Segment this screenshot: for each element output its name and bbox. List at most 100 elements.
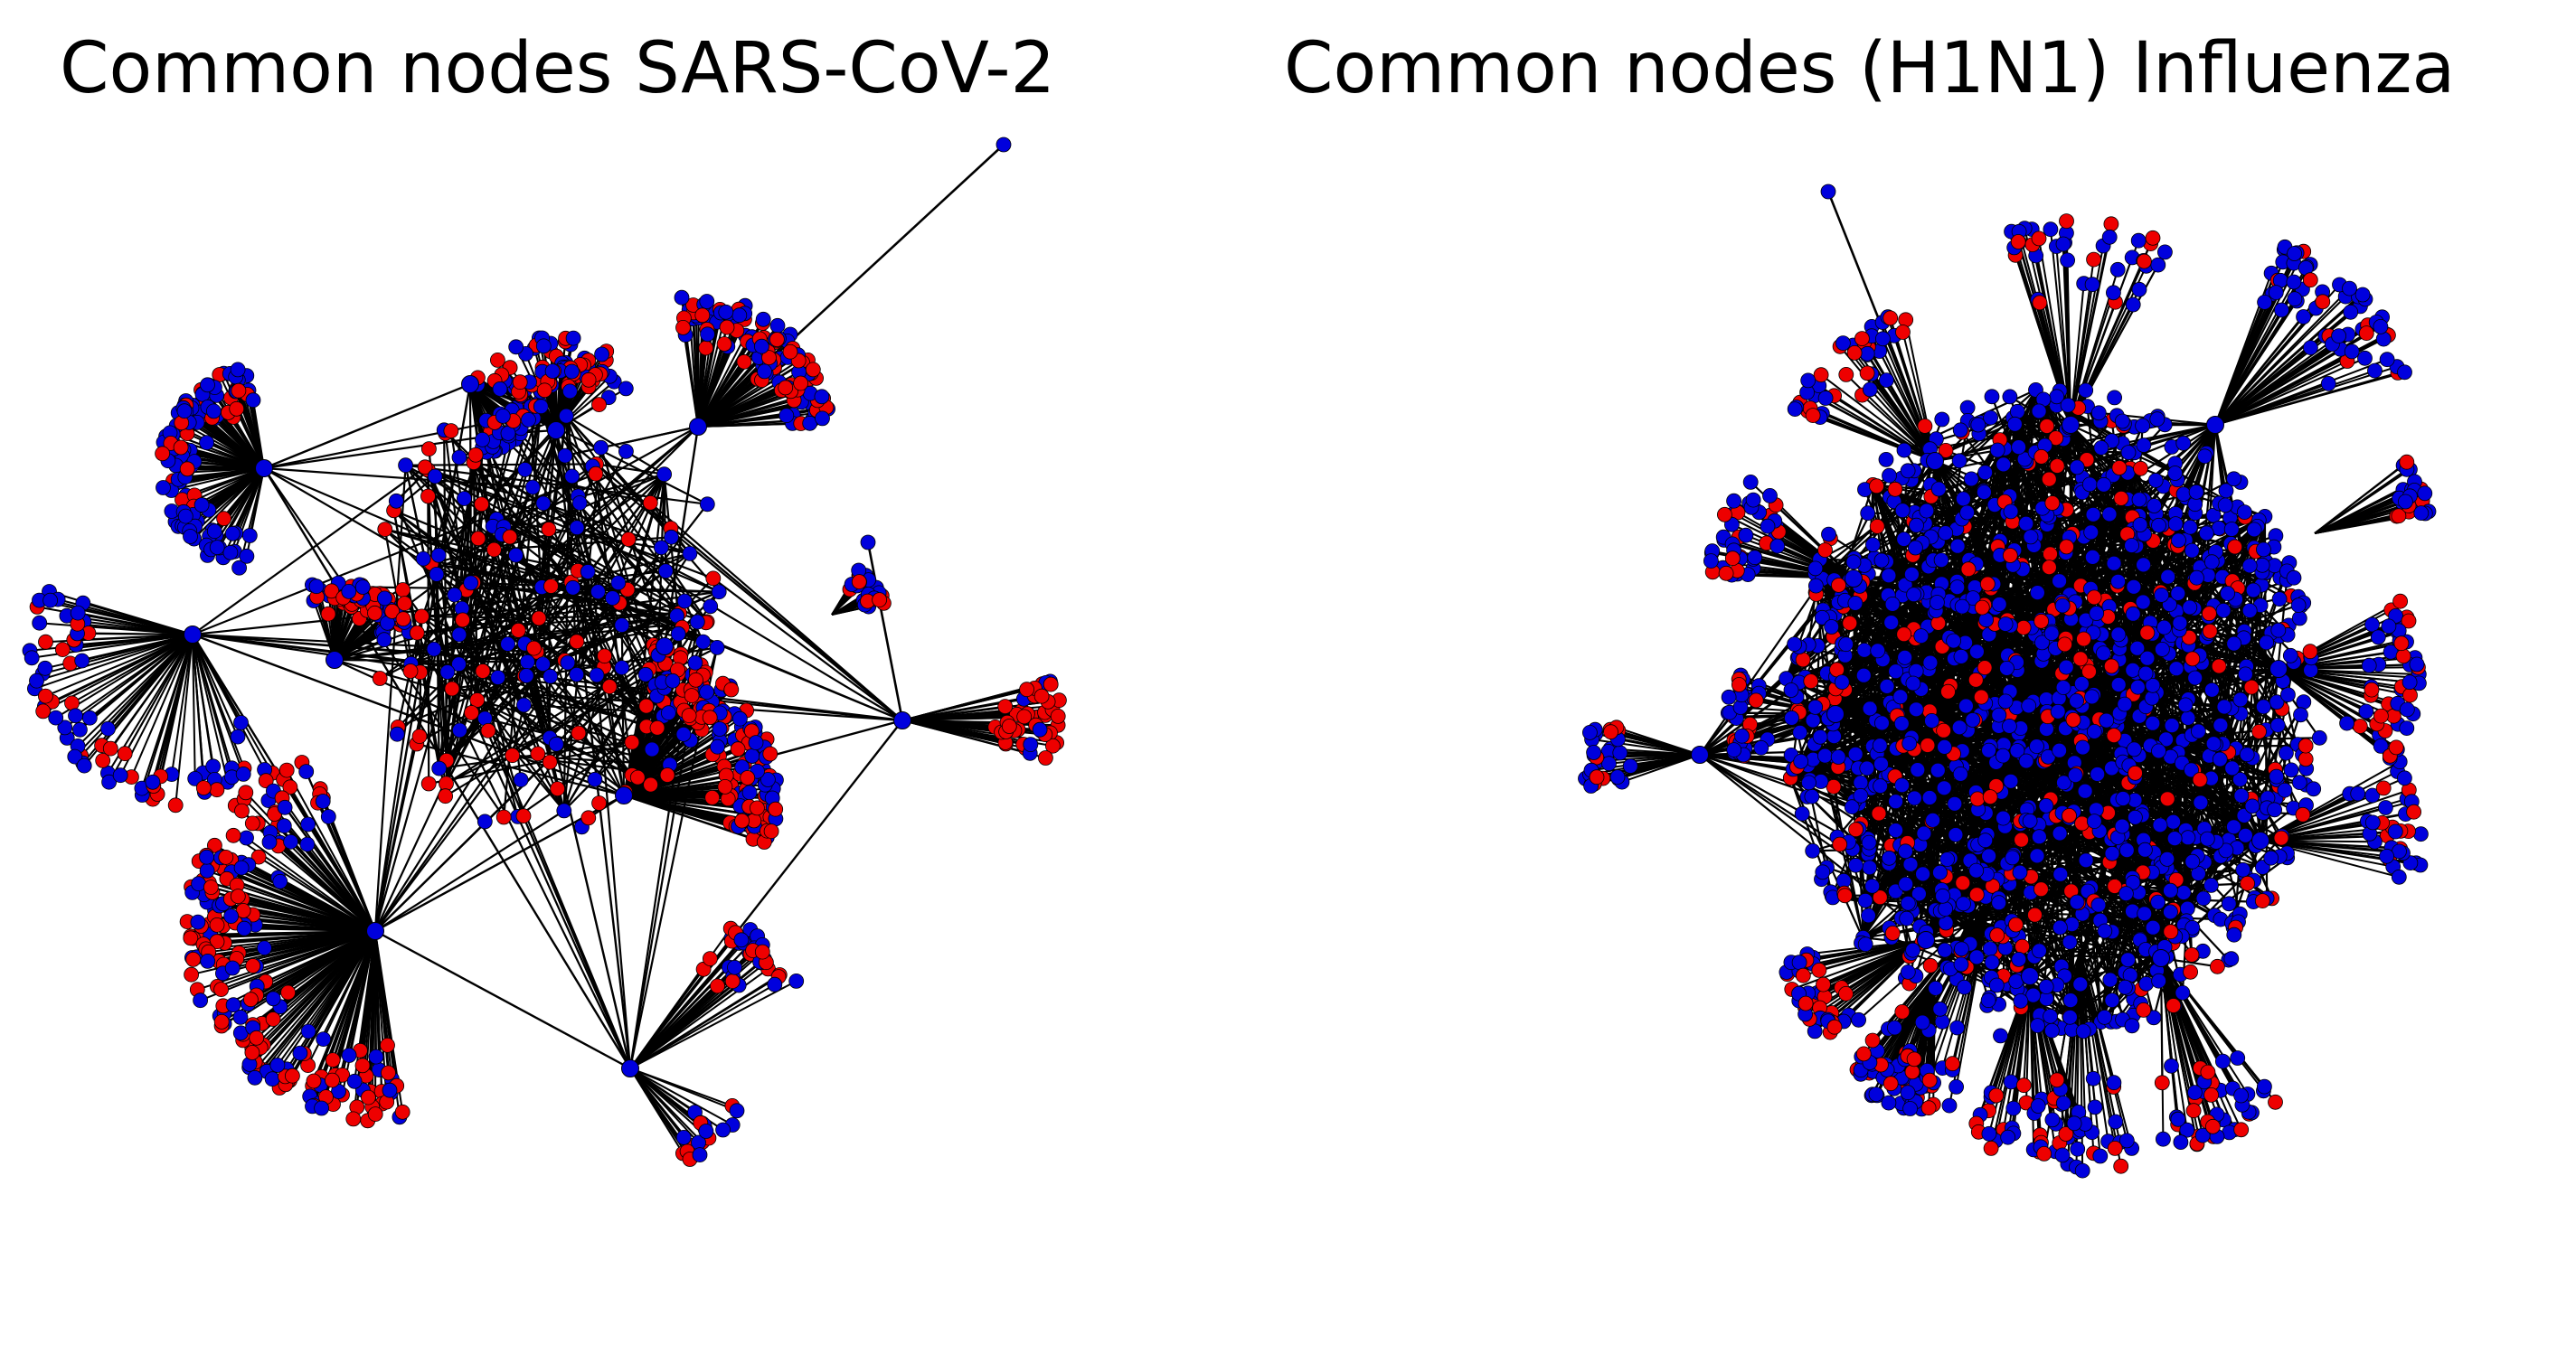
node-red	[218, 850, 234, 865]
node-blue	[520, 654, 535, 670]
graph-edge	[629, 1068, 733, 1126]
node-blue	[2286, 274, 2302, 290]
node-red	[2154, 1075, 2170, 1091]
hub-node	[255, 459, 273, 477]
node-red	[754, 944, 770, 960]
node-red	[1038, 750, 1053, 766]
node-blue	[755, 311, 771, 327]
hub-node	[656, 637, 674, 655]
node-blue	[656, 466, 672, 483]
graph-edge	[629, 935, 759, 1069]
node-blue	[1981, 1125, 1997, 1142]
node-red	[716, 336, 732, 352]
node-red	[569, 634, 585, 650]
node-red	[997, 699, 1014, 714]
node-red	[464, 705, 479, 720]
node-red	[736, 353, 752, 370]
node-red	[420, 488, 436, 504]
node-red	[245, 958, 261, 974]
node-red	[872, 592, 887, 607]
node-blue	[233, 715, 249, 730]
panel-sars-cov-2: Common nodes SARS-CoV-2	[0, 0, 1266, 1364]
node-red	[250, 849, 267, 865]
node-blue	[76, 757, 92, 774]
node-blue	[2370, 629, 2386, 645]
node-blue	[477, 814, 493, 830]
node-red	[185, 952, 202, 967]
node-red	[629, 769, 646, 785]
node-red	[420, 441, 437, 457]
node-red	[320, 606, 336, 622]
node-blue	[112, 767, 128, 784]
node-red	[231, 382, 247, 399]
node-blue	[298, 764, 315, 779]
hub-node	[547, 421, 565, 439]
node-red	[1589, 769, 1605, 785]
graph-edge	[248, 863, 376, 932]
node-blue	[569, 666, 585, 682]
node-blue	[727, 959, 742, 975]
node-blue	[521, 411, 536, 428]
node-red	[242, 992, 259, 1008]
node-blue	[2339, 715, 2355, 731]
node-blue	[451, 449, 467, 466]
node-blue	[2331, 328, 2347, 344]
node-blue	[2287, 246, 2303, 261]
graph-edge	[374, 930, 398, 1086]
node-blue	[2399, 720, 2415, 736]
node-red	[782, 343, 798, 360]
node-blue	[2273, 302, 2289, 318]
node-blue	[199, 435, 215, 451]
node-blue	[2256, 1078, 2272, 1095]
graph-edge	[866, 541, 904, 721]
graph-edge	[62, 634, 193, 651]
node-blue	[508, 339, 524, 355]
panel-h1n1-influenza: Common nodes (H1N1) Influenza	[1266, 0, 2576, 1364]
graph-edge	[109, 634, 193, 749]
node-blue	[2364, 814, 2381, 831]
graph-edge	[373, 383, 472, 932]
graph-edge	[629, 1068, 738, 1112]
node-blue	[2373, 318, 2389, 334]
node-red	[1731, 677, 1747, 692]
graph-edge	[140, 634, 193, 789]
node-blue	[100, 720, 116, 737]
node-blue	[341, 584, 357, 599]
node-blue	[81, 710, 98, 726]
graph-edge	[2070, 240, 2140, 426]
node-red	[601, 679, 618, 694]
node-blue	[101, 774, 117, 790]
graph-edge	[284, 806, 376, 932]
node-blue	[618, 381, 634, 397]
node-blue	[1032, 721, 1048, 738]
node-red	[580, 810, 597, 826]
node-blue	[2164, 1058, 2179, 1074]
graph-edge	[416, 624, 623, 745]
node-blue	[283, 833, 299, 850]
node-blue	[769, 317, 786, 334]
hub-node	[326, 651, 344, 669]
node-blue	[2361, 657, 2377, 673]
node-red	[2406, 804, 2422, 820]
node-red	[209, 782, 225, 798]
graph-edge	[192, 634, 266, 770]
node-blue	[1609, 769, 1626, 785]
node-red	[372, 671, 388, 686]
graph-edge	[130, 634, 193, 777]
node-blue	[209, 540, 225, 555]
node-blue	[206, 523, 222, 540]
graph-edge	[562, 474, 665, 812]
node-red	[620, 531, 637, 547]
node-blue	[232, 1010, 249, 1025]
node-blue	[235, 767, 251, 782]
node-red	[367, 1106, 383, 1122]
node-blue	[2287, 291, 2303, 307]
graph-edge	[395, 500, 632, 1069]
node-red	[638, 698, 655, 714]
node-blue	[265, 991, 281, 1007]
node-red	[229, 400, 245, 417]
node-red	[475, 663, 491, 679]
node-red	[536, 382, 552, 399]
node-blue	[300, 1023, 316, 1039]
